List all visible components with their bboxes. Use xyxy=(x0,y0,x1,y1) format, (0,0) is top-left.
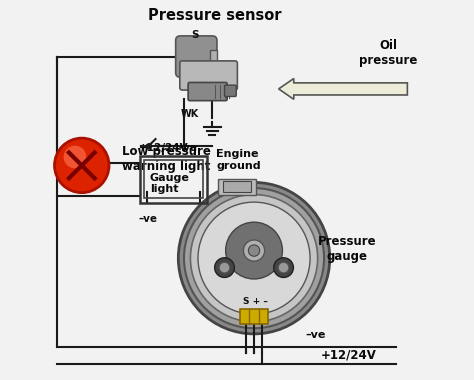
Circle shape xyxy=(184,188,324,328)
Circle shape xyxy=(191,195,318,322)
Circle shape xyxy=(278,262,289,273)
Text: Pressure
gauge: Pressure gauge xyxy=(318,235,376,263)
Circle shape xyxy=(244,240,264,261)
Text: S: S xyxy=(191,30,199,40)
Text: Oil
pressure: Oil pressure xyxy=(359,39,418,67)
Text: Pressure sensor: Pressure sensor xyxy=(147,8,281,24)
Bar xyxy=(144,160,203,198)
FancyArrow shape xyxy=(279,79,407,99)
Bar xyxy=(140,156,207,203)
Text: +12/24V: +12/24V xyxy=(320,348,376,361)
Text: –ve: –ve xyxy=(179,143,198,153)
Circle shape xyxy=(178,182,330,334)
Circle shape xyxy=(226,222,283,279)
Circle shape xyxy=(273,258,293,277)
Text: Engine
ground: Engine ground xyxy=(216,149,261,171)
Text: WK: WK xyxy=(180,109,199,119)
Bar xyxy=(223,181,251,192)
Circle shape xyxy=(198,202,310,314)
Bar xyxy=(210,50,217,65)
Circle shape xyxy=(248,245,260,256)
Circle shape xyxy=(64,146,86,168)
Bar xyxy=(218,179,256,195)
Text: –ve: –ve xyxy=(138,214,157,224)
FancyBboxPatch shape xyxy=(225,85,236,97)
Text: Gauge
light: Gauge light xyxy=(150,173,190,194)
Circle shape xyxy=(215,258,234,277)
Text: +12/24V: +12/24V xyxy=(138,143,188,153)
Text: Low pressure
warning light: Low pressure warning light xyxy=(121,144,210,173)
Bar xyxy=(240,309,268,325)
FancyBboxPatch shape xyxy=(180,61,237,90)
Circle shape xyxy=(55,138,109,193)
Circle shape xyxy=(219,262,230,273)
FancyBboxPatch shape xyxy=(188,82,227,101)
Text: S + –: S + – xyxy=(243,297,267,306)
FancyBboxPatch shape xyxy=(176,36,217,77)
Text: –ve: –ve xyxy=(305,330,326,340)
